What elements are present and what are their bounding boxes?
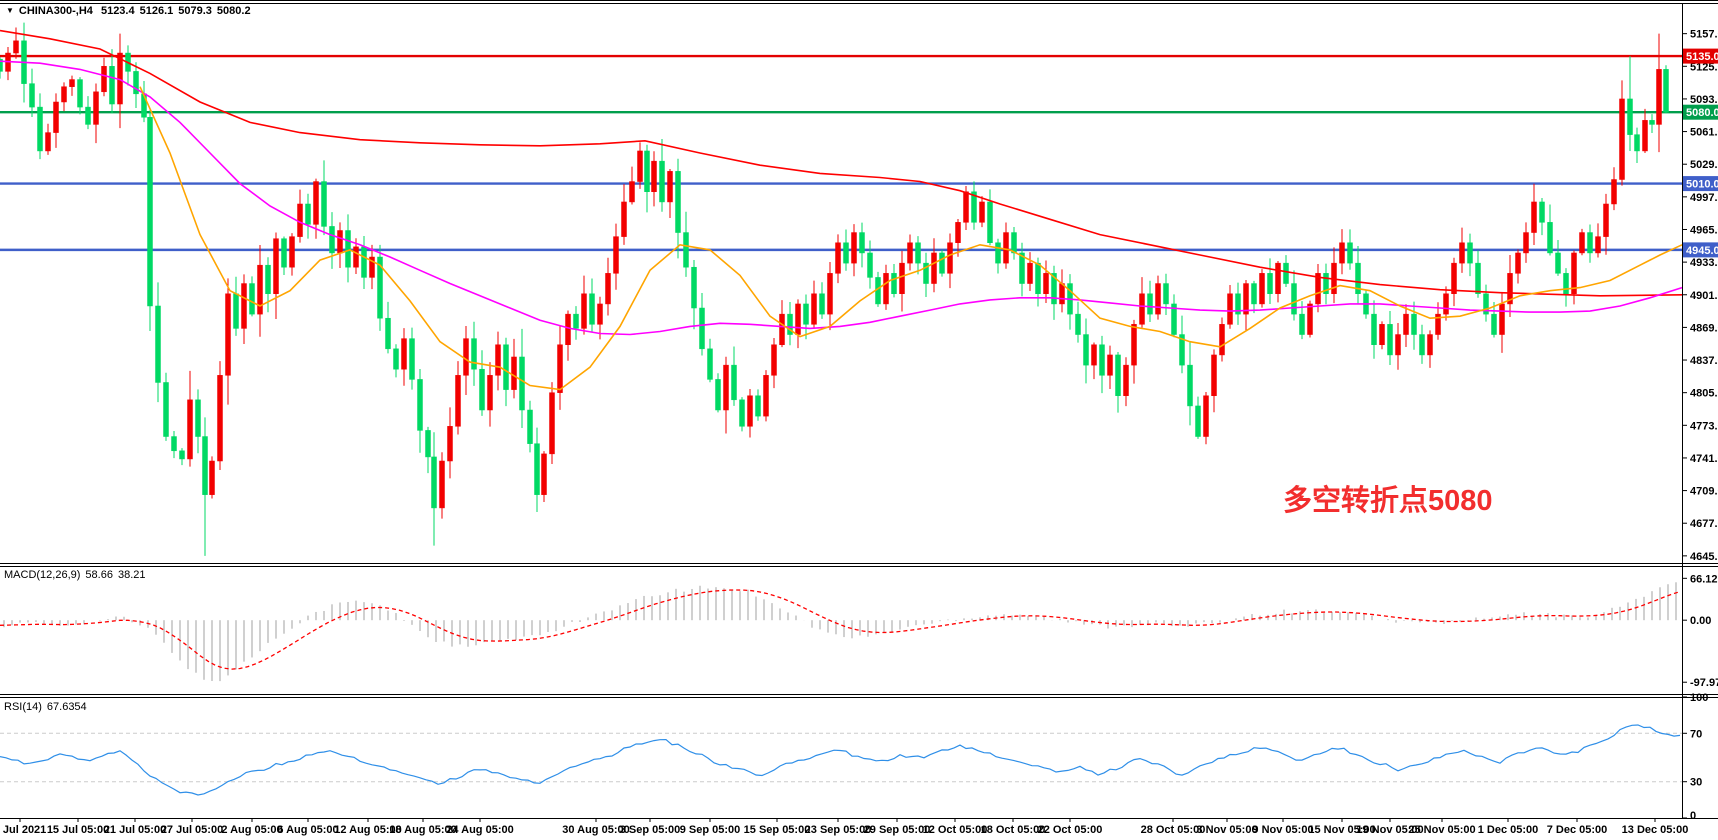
svg-text:4837.0: 4837.0 bbox=[1690, 355, 1718, 367]
svg-text:4773.0: 4773.0 bbox=[1690, 420, 1718, 432]
symbol-dropdown-icon[interactable]: ▼ bbox=[6, 6, 14, 15]
svg-text:66.12: 66.12 bbox=[1690, 573, 1718, 585]
svg-text:5061.0: 5061.0 bbox=[1690, 127, 1718, 139]
ma-slow-line bbox=[0, 29, 1683, 297]
svg-text:4965.0: 4965.0 bbox=[1690, 224, 1718, 236]
svg-text:4709.0: 4709.0 bbox=[1690, 486, 1718, 498]
symbol-period-label: CHINA300-,H4 bbox=[18, 5, 93, 17]
svg-text:19 Nov 05:00: 19 Nov 05:00 bbox=[1356, 824, 1423, 836]
svg-text:5093.0: 5093.0 bbox=[1690, 94, 1718, 106]
ma-mid-line bbox=[0, 60, 1683, 336]
svg-text:5157.0: 5157.0 bbox=[1690, 29, 1718, 41]
macd-histogram bbox=[3, 582, 1677, 682]
svg-text:5135.0: 5135.0 bbox=[1686, 51, 1718, 63]
svg-text:-97.97: -97.97 bbox=[1690, 677, 1718, 689]
open-value: 5123.4 bbox=[100, 5, 135, 17]
svg-text:9 Nov 05:00: 9 Nov 05:00 bbox=[1252, 824, 1313, 836]
svg-text:6 Aug 05:00: 6 Aug 05:00 bbox=[277, 824, 338, 836]
svg-text:9 Sep 05:00: 9 Sep 05:00 bbox=[680, 824, 741, 836]
high-value: 5126.1 bbox=[139, 5, 174, 17]
svg-text:1 Dec 05:00: 1 Dec 05:00 bbox=[1478, 824, 1539, 836]
turning-point-annotation: 多空转折点5080 bbox=[1283, 485, 1493, 517]
svg-text:4741.0: 4741.0 bbox=[1690, 453, 1718, 465]
svg-text:24 Aug 05:00: 24 Aug 05:00 bbox=[446, 824, 513, 836]
svg-text:5125.0: 5125.0 bbox=[1690, 61, 1718, 73]
macd-axis: 66.12 0.00 -97.97 bbox=[1682, 573, 1718, 689]
svg-text:12 Oct 05:00: 12 Oct 05:00 bbox=[923, 824, 988, 836]
svg-text:100: 100 bbox=[1690, 692, 1708, 704]
macd-main-value: 58.66 bbox=[85, 569, 113, 581]
candlestick-series bbox=[0, 22, 1669, 556]
svg-text:0: 0 bbox=[1690, 810, 1696, 822]
svg-text:30: 30 bbox=[1690, 777, 1702, 789]
svg-text:5080.0: 5080.0 bbox=[1686, 107, 1718, 119]
svg-text:4945.0: 4945.0 bbox=[1686, 245, 1718, 257]
svg-text:18 Oct 05:00: 18 Oct 05:00 bbox=[981, 824, 1046, 836]
svg-text:4901.0: 4901.0 bbox=[1690, 290, 1718, 302]
svg-text:5010.0: 5010.0 bbox=[1686, 179, 1718, 191]
svg-text:5029.0: 5029.0 bbox=[1690, 159, 1718, 171]
svg-text:4677.0: 4677.0 bbox=[1690, 518, 1718, 530]
svg-text:4997.0: 4997.0 bbox=[1690, 192, 1718, 204]
svg-text:15 Sep 05:00: 15 Sep 05:00 bbox=[744, 824, 811, 836]
svg-text:0.00: 0.00 bbox=[1690, 615, 1711, 627]
svg-text:30 Aug 05:00: 30 Aug 05:00 bbox=[562, 824, 629, 836]
rsi-value: 67.6354 bbox=[46, 701, 87, 713]
svg-text:15 Jul 05:00: 15 Jul 05:00 bbox=[47, 824, 109, 836]
price-axis: 5157.0 5125.0 5093.0 5061.0 5029.0 4997.0 4965… bbox=[1682, 29, 1718, 563]
price-line-badges: 5135.0 5080.0 5010.0 4945.0 bbox=[1683, 48, 1718, 258]
svg-text:29 Sep 05:00: 29 Sep 05:00 bbox=[864, 824, 931, 836]
svg-text:12 Aug 05:00: 12 Aug 05:00 bbox=[334, 824, 401, 836]
support-resistance-lines[interactable] bbox=[0, 54, 1682, 252]
svg-text:22 Oct 05:00: 22 Oct 05:00 bbox=[1038, 824, 1103, 836]
macd-indicator-label: MACD(12,26,9) 58.66 38.21 bbox=[4, 569, 150, 581]
svg-text:4645.0: 4645.0 bbox=[1690, 551, 1718, 563]
ma-fast-line bbox=[139, 86, 1683, 391]
svg-text:18 Aug 05:00: 18 Aug 05:00 bbox=[389, 824, 456, 836]
rsi-indicator-label: RSI(14) 67.6354 bbox=[4, 701, 92, 713]
rsi-line bbox=[0, 724, 1681, 796]
svg-text:4933.0: 4933.0 bbox=[1690, 257, 1718, 269]
rsi-name: RSI(14) bbox=[4, 701, 42, 713]
pane-borders bbox=[0, 0, 1718, 819]
svg-text:2 Aug 05:00: 2 Aug 05:00 bbox=[221, 824, 282, 836]
svg-text:3 Nov 05:00: 3 Nov 05:00 bbox=[1196, 824, 1257, 836]
macd-signal-line bbox=[0, 589, 1681, 670]
svg-text:7 Dec 05:00: 7 Dec 05:00 bbox=[1547, 824, 1608, 836]
rsi-level-lines bbox=[0, 732, 1682, 783]
svg-text:28 Oct 05:00: 28 Oct 05:00 bbox=[1141, 824, 1206, 836]
svg-text:15 Nov 05:00: 15 Nov 05:00 bbox=[1308, 824, 1375, 836]
chart-title-bar: ▼ CHINA300-,H4 5123.4 5126.1 5079.3 5080.2 bbox=[6, 5, 256, 17]
svg-text:27 Jul 05:00: 27 Jul 05:00 bbox=[161, 824, 223, 836]
svg-text:21 Jul 05:00: 21 Jul 05:00 bbox=[104, 824, 166, 836]
low-value: 5079.3 bbox=[178, 5, 212, 17]
svg-text:23 Sep 05:00: 23 Sep 05:00 bbox=[805, 824, 872, 836]
macd-name: MACD(12,26,9) bbox=[4, 569, 81, 581]
svg-text:13 Dec 05:00: 13 Dec 05:00 bbox=[1622, 824, 1689, 836]
svg-text:9 Jul 2021: 9 Jul 2021 bbox=[0, 824, 46, 836]
svg-text:4869.0: 4869.0 bbox=[1690, 322, 1718, 334]
svg-text:3 Sep 05:00: 3 Sep 05:00 bbox=[620, 824, 681, 836]
rsi-axis: 100 70 30 0 bbox=[1682, 692, 1708, 822]
close-value: 5080.2 bbox=[216, 5, 251, 17]
svg-text:70: 70 bbox=[1690, 728, 1702, 740]
svg-text:4805.0: 4805.0 bbox=[1690, 388, 1718, 400]
svg-text:25 Nov 05:00: 25 Nov 05:00 bbox=[1408, 824, 1475, 836]
macd-signal-value: 38.21 bbox=[117, 569, 146, 581]
